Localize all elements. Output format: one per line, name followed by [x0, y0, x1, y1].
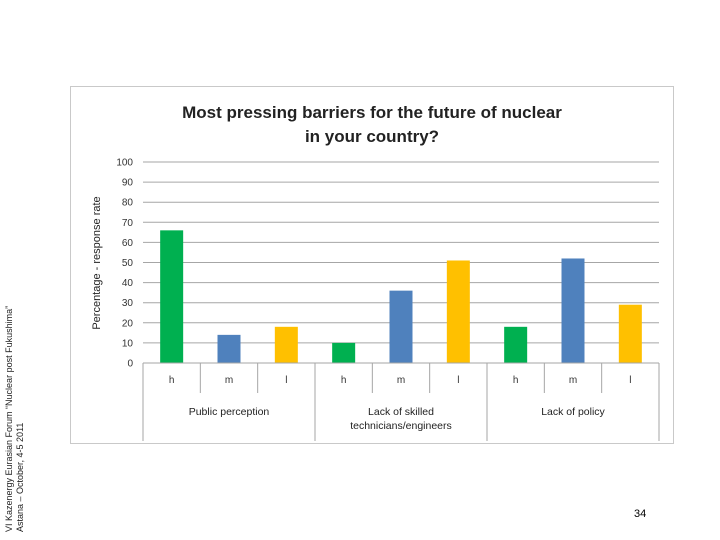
- y-tick-label: 20: [122, 318, 134, 329]
- page-number: 34: [634, 508, 647, 520]
- group-label: Public perception: [189, 406, 270, 418]
- x-tick-label: h: [169, 375, 175, 386]
- group-label: Lack of policy: [541, 406, 605, 418]
- chart-title-line2: in your country?: [305, 127, 439, 146]
- side-caption: VI Kazenergy Eurasian Forum “Nuclear pos…: [4, 72, 26, 532]
- x-tick-label: m: [569, 375, 577, 386]
- side-caption-line1: VI Kazenergy Eurasian Forum “Nuclear pos…: [4, 305, 14, 532]
- bar: [160, 230, 184, 363]
- y-tick-label: 60: [122, 238, 134, 249]
- x-tick-label: l: [457, 375, 459, 386]
- y-tick-label: 50: [122, 258, 134, 269]
- y-tick-label: 30: [122, 298, 134, 309]
- group-label: technicians/engineers: [350, 420, 452, 432]
- bar: [389, 290, 413, 363]
- bar: [217, 334, 241, 363]
- side-caption-line2: Astana – October, 4-5 2011: [15, 422, 25, 532]
- bar: [561, 258, 585, 363]
- y-tick-label: 70: [122, 218, 134, 229]
- y-axis-label: Percentage - response rate: [91, 196, 103, 329]
- bar: [504, 326, 528, 363]
- y-tick-label: 0: [127, 359, 133, 370]
- x-tick-label: m: [397, 375, 405, 386]
- chart-title-line1: Most pressing barriers for the future of…: [182, 103, 562, 122]
- x-tick-label: m: [225, 375, 233, 386]
- y-tick-label: 40: [122, 278, 134, 289]
- x-tick-label: l: [629, 375, 631, 386]
- x-tick-label: h: [341, 375, 347, 386]
- y-tick-label: 90: [122, 178, 134, 189]
- chart-frame: Most pressing barriers for the future of…: [70, 86, 674, 444]
- x-tick-label: h: [513, 375, 519, 386]
- group-label: Lack of skilled: [368, 406, 434, 418]
- y-tick-label: 80: [122, 198, 134, 209]
- x-tick-label: l: [285, 375, 287, 386]
- y-tick-label: 100: [116, 158, 133, 169]
- bar-chart: Most pressing barriers for the future of…: [91, 103, 660, 441]
- y-tick-label: 10: [122, 338, 134, 349]
- bar: [618, 304, 642, 363]
- bar: [332, 342, 356, 363]
- bar: [446, 260, 470, 363]
- bar: [274, 326, 298, 363]
